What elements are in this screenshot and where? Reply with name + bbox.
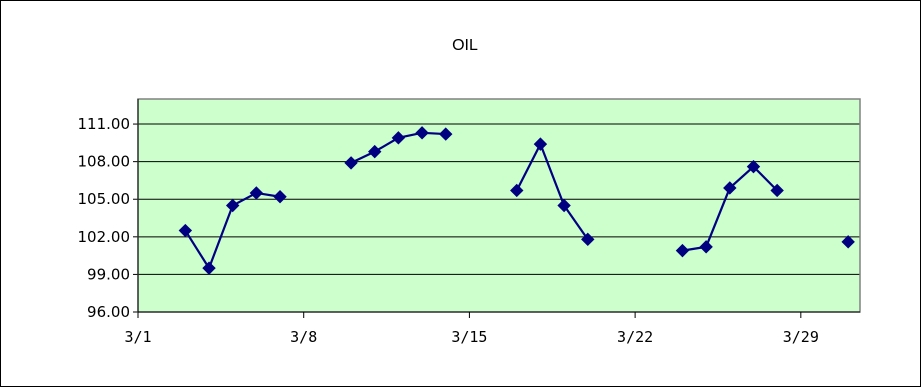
y-tick-label: 105.00 [78, 190, 131, 208]
data-point [249, 186, 264, 200]
data-point [510, 183, 524, 198]
data-point [841, 235, 855, 249]
x-tick-label: 3/8 [290, 328, 317, 346]
data-point [557, 198, 571, 213]
data-point [723, 181, 737, 195]
plot-area: 96.00 99.00 102.00 105.00 108.00 111.00 3/1 3/8… [78, 98, 861, 346]
data-point [675, 243, 690, 258]
x-tick-label: 3/1 [124, 328, 151, 346]
data-point [770, 183, 784, 198]
chart-title: OIL [452, 37, 478, 54]
data-point [439, 127, 453, 141]
data-point [273, 190, 287, 204]
data-point [202, 261, 216, 275]
y-tick-label: 96.00 [87, 303, 130, 321]
y-tick-label: 99.00 [87, 265, 130, 283]
data-point [178, 223, 193, 238]
data-point [699, 240, 713, 254]
x-tick-label: 3/15 [451, 328, 487, 346]
x-tick-label: 3/22 [617, 328, 653, 346]
plot-background [138, 99, 860, 312]
data-point [746, 159, 761, 174]
data-point [415, 126, 429, 140]
x-tick-label: 3/29 [783, 328, 819, 346]
data-point [391, 131, 406, 145]
y-tick-label: 102.00 [78, 228, 131, 246]
data-point [225, 198, 240, 213]
series-line [515, 141, 589, 240]
data-point [581, 232, 595, 247]
data-point [533, 137, 548, 151]
frame-top-border [0, 0, 921, 1]
data-point [344, 156, 358, 170]
data-point [368, 144, 382, 159]
y-tick-label: 111.00 [78, 115, 131, 133]
y-tick-label: 108.00 [78, 153, 131, 171]
